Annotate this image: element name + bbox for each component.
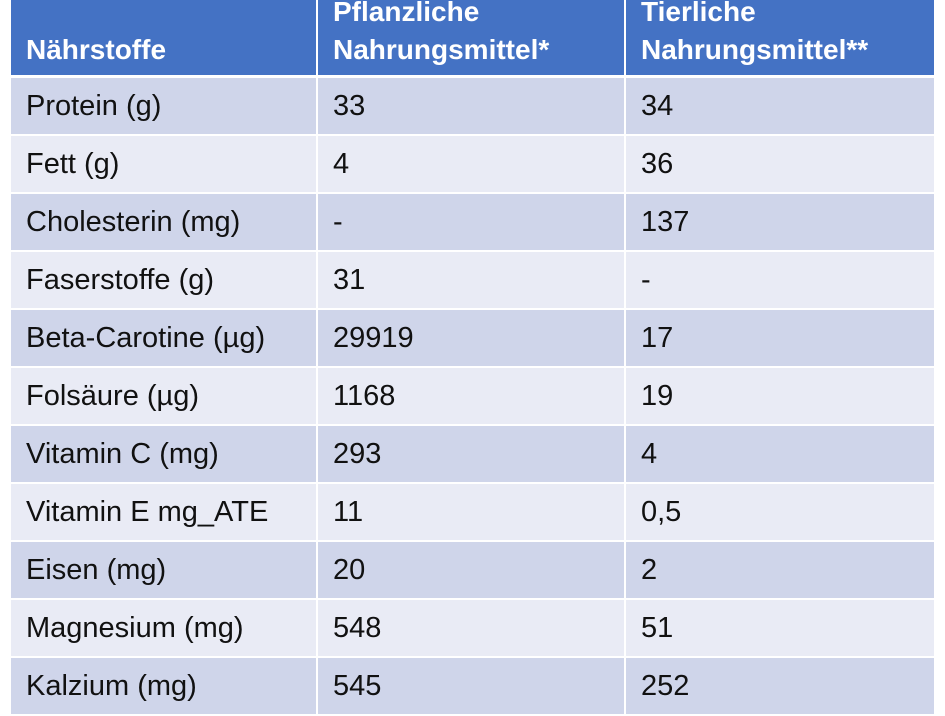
plant-value: 1168 xyxy=(318,368,626,426)
table-row: Vitamin E mg_ATE 11 0,5 xyxy=(11,484,934,542)
nutrient-name: Faserstoffe (g) xyxy=(11,252,318,310)
nutrient-name: Kalzium (mg) xyxy=(11,658,318,716)
plant-value: 545 xyxy=(318,658,626,716)
header-animal-foods: Tierliche Nahrungsmittel** xyxy=(626,0,934,78)
nutrient-name: Fett (g) xyxy=(11,136,318,194)
table-row: Eisen (mg) 20 2 xyxy=(11,542,934,600)
animal-value: 0,5 xyxy=(626,484,934,542)
table-row: Protein (g) 33 34 xyxy=(11,78,934,136)
table-row: Cholesterin (mg) - 137 xyxy=(11,194,934,252)
nutrient-comparison-table: Nährstoffe Pflanzliche Nahrungsmittel* T… xyxy=(11,0,934,716)
animal-value: 252 xyxy=(626,658,934,716)
animal-value: 2 xyxy=(626,542,934,600)
animal-value: 36 xyxy=(626,136,934,194)
plant-value: 11 xyxy=(318,484,626,542)
animal-value: 34 xyxy=(626,78,934,136)
nutrient-name: Beta-Carotine (µg) xyxy=(11,310,318,368)
table-row: Folsäure (µg) 1168 19 xyxy=(11,368,934,426)
table-row: Fett (g) 4 36 xyxy=(11,136,934,194)
table-row: Faserstoffe (g) 31 - xyxy=(11,252,934,310)
plant-value: 548 xyxy=(318,600,626,658)
table-row: Beta-Carotine (µg) 29919 17 xyxy=(11,310,934,368)
animal-value: 19 xyxy=(626,368,934,426)
table-row: Magnesium (mg) 548 51 xyxy=(11,600,934,658)
header-nutrients: Nährstoffe xyxy=(11,0,318,78)
nutrient-name: Protein (g) xyxy=(11,78,318,136)
animal-value: 17 xyxy=(626,310,934,368)
nutrient-name: Vitamin E mg_ATE xyxy=(11,484,318,542)
nutrient-name: Magnesium (mg) xyxy=(11,600,318,658)
plant-value: 31 xyxy=(318,252,626,310)
nutrient-name: Vitamin C (mg) xyxy=(11,426,318,484)
animal-value: 137 xyxy=(626,194,934,252)
nutrient-name: Cholesterin (mg) xyxy=(11,194,318,252)
animal-value: 51 xyxy=(626,600,934,658)
plant-value: 20 xyxy=(318,542,626,600)
animal-value: 4 xyxy=(626,426,934,484)
header-plant-foods: Pflanzliche Nahrungsmittel* xyxy=(318,0,626,78)
plant-value: - xyxy=(318,194,626,252)
plant-value: 33 xyxy=(318,78,626,136)
table-header-row: Nährstoffe Pflanzliche Nahrungsmittel* T… xyxy=(11,0,934,78)
nutrient-name: Folsäure (µg) xyxy=(11,368,318,426)
nutrient-name: Eisen (mg) xyxy=(11,542,318,600)
plant-value: 4 xyxy=(318,136,626,194)
nutrient-table-container: Nährstoffe Pflanzliche Nahrungsmittel* T… xyxy=(11,0,934,716)
table-row: Kalzium (mg) 545 252 xyxy=(11,658,934,716)
plant-value: 293 xyxy=(318,426,626,484)
animal-value: - xyxy=(626,252,934,310)
table-row: Vitamin C (mg) 293 4 xyxy=(11,426,934,484)
plant-value: 29919 xyxy=(318,310,626,368)
